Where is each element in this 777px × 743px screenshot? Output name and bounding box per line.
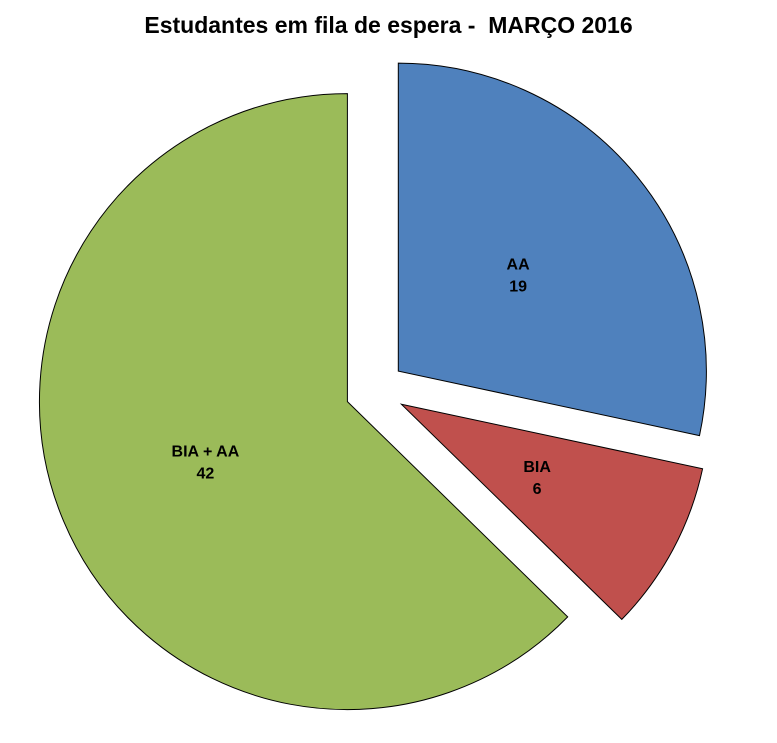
pie-slice-bia: [399, 403, 704, 621]
slice-label-name-bia: BIA: [523, 459, 551, 476]
pie-slice-aa: [397, 62, 707, 437]
slice-label-name-bia-aa: BIA + AA: [172, 443, 240, 460]
slice-label-value-bia: 6: [533, 481, 542, 498]
slice-label-name-aa: AA: [507, 256, 531, 273]
pie-slice-bia-aa: [38, 93, 569, 711]
chart-title: Estudantes em fila de espera - MARÇO 201…: [144, 12, 633, 38]
slice-label-value-aa: 19: [509, 278, 527, 295]
slice-label-value-bia-aa: 42: [197, 465, 215, 482]
